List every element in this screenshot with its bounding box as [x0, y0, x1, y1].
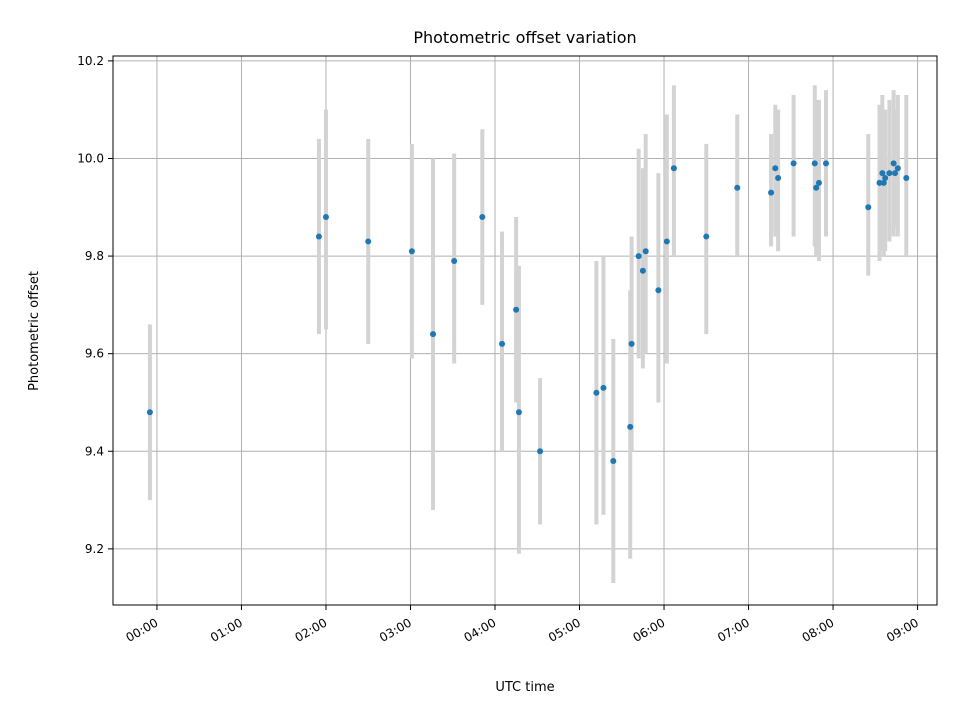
data-points [146, 160, 910, 465]
data-point [146, 409, 153, 416]
y-tick-label: 10.0 [77, 151, 104, 165]
data-point [408, 248, 415, 255]
x-tick-label: 06:00 [631, 615, 668, 644]
data-point [315, 233, 322, 240]
error-bars [147, 85, 909, 584]
data-point [635, 253, 642, 260]
data-point [670, 165, 677, 172]
data-point [876, 179, 883, 186]
data-point [768, 189, 775, 196]
data-point [894, 165, 901, 172]
data-point [790, 160, 797, 167]
data-point [890, 160, 897, 167]
data-point [823, 160, 830, 167]
data-point [655, 287, 662, 294]
x-tick-label: 01:00 [208, 615, 245, 644]
y-tick-label: 9.8 [85, 249, 104, 263]
data-point [610, 458, 617, 465]
data-point [430, 331, 437, 338]
x-tick-label: 09:00 [884, 615, 921, 644]
y-tick-label: 9.4 [85, 444, 104, 458]
data-point [451, 257, 458, 264]
data-point [879, 170, 886, 177]
data-point [886, 170, 893, 177]
x-axis-ticks: 00:00 01:00 02:00 03:00 04:00 05:00 06:00 07:00… [123, 605, 921, 645]
data-point [515, 409, 522, 416]
data-point [892, 170, 899, 177]
data-point [627, 423, 634, 430]
grid-lines [113, 56, 937, 605]
y-axis-label: Photometric offset [27, 271, 42, 391]
x-tick-label: 03:00 [377, 615, 414, 644]
data-point [813, 184, 820, 191]
data-point [479, 214, 486, 221]
x-tick-label: 08:00 [800, 615, 837, 644]
data-point [600, 384, 607, 391]
x-tick-label: 04:00 [462, 615, 499, 644]
data-point [628, 340, 635, 347]
data-point [811, 160, 818, 167]
data-point [513, 306, 520, 313]
data-point [642, 248, 649, 255]
data-point [365, 238, 372, 245]
data-point [775, 175, 782, 181]
x-tick-label: 00:00 [123, 615, 160, 644]
x-tick-label: 02:00 [293, 615, 330, 644]
data-point [815, 179, 822, 186]
data-point [593, 389, 600, 396]
data-point [322, 214, 329, 221]
data-point [772, 165, 779, 172]
y-tick-label: 9.6 [85, 347, 104, 361]
plot-frame [112, 55, 938, 606]
chart-title: Photometric offset variation [413, 28, 636, 47]
data-point [703, 233, 710, 240]
y-tick-label: 9.2 [85, 542, 104, 556]
x-axis-label: UTC time [495, 680, 554, 695]
data-point [903, 175, 910, 181]
y-axis-ticks: 9.2 9.4 9.6 9.8 10.0 10.2 [77, 54, 113, 556]
data-point [537, 448, 544, 455]
data-point [734, 184, 741, 191]
data-point [865, 204, 872, 211]
x-tick-label: 07:00 [715, 615, 752, 644]
y-tick-label: 10.2 [77, 54, 104, 68]
x-tick-label: 05:00 [546, 615, 583, 644]
data-point [882, 175, 889, 181]
data-point [499, 340, 506, 347]
data-point [880, 179, 887, 186]
data-point [663, 238, 670, 245]
data-point [639, 267, 646, 274]
